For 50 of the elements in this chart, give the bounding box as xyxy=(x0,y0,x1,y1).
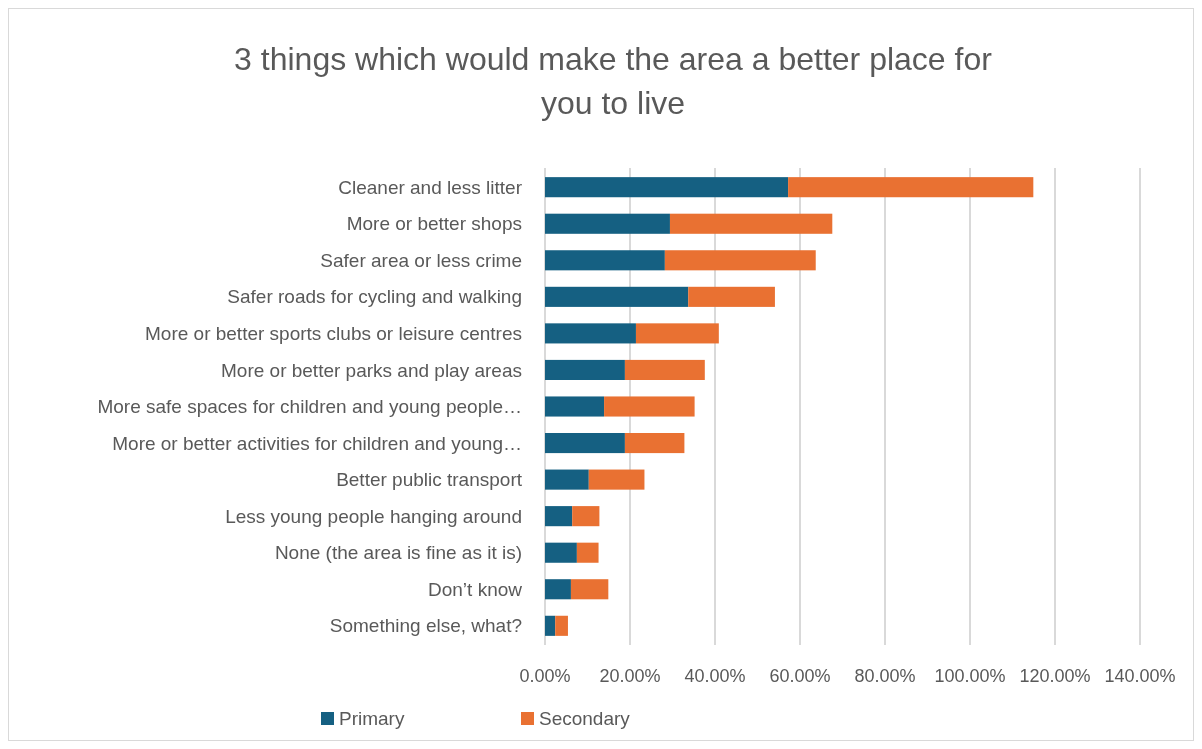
y-tick-label: Don’t know xyxy=(428,578,523,600)
bar xyxy=(545,433,625,454)
bar xyxy=(545,506,573,527)
bar xyxy=(669,213,833,234)
y-tick-label: More or better activities for children and young… xyxy=(112,432,522,454)
bar xyxy=(688,286,775,307)
bar xyxy=(635,323,719,344)
x-tick-label: 140.00% xyxy=(1104,666,1176,686)
bar xyxy=(545,177,789,198)
bar xyxy=(545,615,556,636)
y-tick-label: More or better parks and play areas xyxy=(221,359,522,381)
y-tick-label: Safer area or less crime xyxy=(320,249,522,271)
x-tick-label: 80.00% xyxy=(854,666,916,686)
chart-title: 3 things which would make the area a better place for you to live xyxy=(234,41,993,121)
bar xyxy=(576,542,599,563)
y-tick-label: Safer roads for cycling and walking xyxy=(227,286,522,308)
bar xyxy=(555,615,568,636)
bar xyxy=(545,213,670,234)
bar xyxy=(572,506,600,527)
y-tick-label: More safe spaces for children and young people… xyxy=(97,396,522,418)
x-tick-label: 0.00% xyxy=(519,666,571,686)
bar xyxy=(624,359,705,380)
bar xyxy=(545,542,577,563)
legend-label: Secondary xyxy=(539,708,631,729)
bar xyxy=(604,396,695,417)
bar xyxy=(545,323,636,344)
y-tick-label: None (the area is fine as it is) xyxy=(274,542,522,564)
y-tick-label: Less young people hanging around xyxy=(225,505,522,527)
x-tick-label: 100.00% xyxy=(934,666,1006,686)
bar xyxy=(545,396,605,417)
bar xyxy=(624,433,685,454)
bar xyxy=(545,286,689,307)
bar xyxy=(664,250,816,271)
x-tick-label: 120.00% xyxy=(1019,666,1091,686)
y-tick-label: Better public transport xyxy=(336,469,523,491)
bar xyxy=(788,177,1034,198)
x-tick-label: 20.00% xyxy=(599,666,661,686)
y-tick-label: More or better sports clubs or leisure centres xyxy=(145,323,522,345)
bar xyxy=(588,469,645,490)
bar xyxy=(545,250,665,271)
bar xyxy=(545,579,571,600)
y-tick-label: Something else, what? xyxy=(329,615,522,637)
x-tick-label: 40.00% xyxy=(684,666,746,686)
bar xyxy=(570,579,609,600)
x-tick-label: 60.00% xyxy=(769,666,831,686)
legend-label: Primary xyxy=(339,708,405,729)
y-tick-label: More or better shops xyxy=(346,213,522,235)
bar xyxy=(545,469,589,490)
y-tick-label: Cleaner and less litter xyxy=(338,176,523,198)
bar xyxy=(545,359,625,380)
